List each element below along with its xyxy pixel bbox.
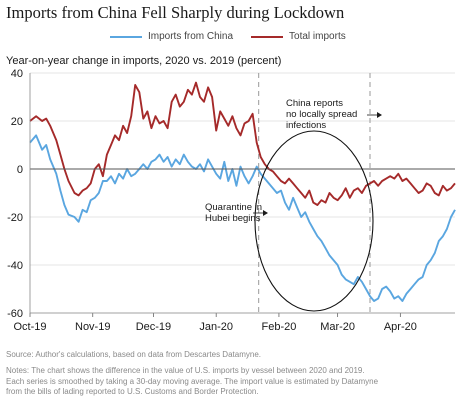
x-tick-label: Jan-20 bbox=[199, 321, 233, 333]
y-tick-label: -60 bbox=[7, 308, 23, 320]
x-tick-label: Apr-20 bbox=[384, 321, 417, 333]
legend-swatch-china bbox=[110, 35, 142, 38]
x-tick-label: Nov-19 bbox=[75, 321, 110, 333]
notes-line-3: from the bills of lading reported to U.S… bbox=[6, 387, 259, 396]
legend-item-total: Total imports bbox=[251, 31, 346, 42]
x-tick-label: Mar-20 bbox=[320, 321, 355, 333]
chart-subtitle: Year-on-year change in imports, 2020 vs.… bbox=[6, 55, 282, 67]
annotation-quarantine-line: Quarantine in bbox=[205, 202, 262, 213]
annotation-china-reports-line: no locally spread bbox=[286, 109, 357, 120]
annotation-arrowhead-2 bbox=[263, 210, 268, 216]
notes-line-1: Notes: The chart shows the difference in… bbox=[6, 366, 365, 375]
legend: Imports from China Total imports bbox=[110, 31, 346, 42]
x-tick-label: Oct-19 bbox=[13, 321, 46, 333]
series-layer bbox=[29, 81, 456, 302]
annotation-china-reports-line: China reports bbox=[286, 98, 343, 109]
legend-label-china: Imports from China bbox=[148, 31, 234, 42]
legend-label-total: Total imports bbox=[289, 31, 346, 42]
chart-title: Imports from China Fell Sharply during L… bbox=[6, 3, 345, 22]
y-tick-label: 40 bbox=[11, 68, 23, 80]
annotation-china-reports-line: infections bbox=[286, 120, 326, 131]
x-tick-label: Dec-19 bbox=[136, 321, 171, 333]
notes-line-2: Each series is smoothed by taking a 30-d… bbox=[6, 376, 379, 386]
annotation-arrowhead-1 bbox=[377, 112, 382, 118]
series-line-china bbox=[29, 134, 456, 302]
y-tick-label: -20 bbox=[7, 212, 23, 224]
legend-item-china: Imports from China bbox=[110, 31, 233, 42]
y-tick-label: 20 bbox=[11, 116, 23, 128]
grid-layer bbox=[30, 72, 455, 314]
x-tick-label: Feb-20 bbox=[261, 321, 296, 333]
source-note: Source: Author's calculations, based on … bbox=[6, 350, 261, 359]
annotation-quarantine-line: Hubei begins bbox=[205, 213, 261, 224]
legend-swatch-total bbox=[251, 35, 284, 38]
series-line-total bbox=[29, 81, 456, 206]
y-tick-label: -40 bbox=[7, 260, 23, 272]
y-tick-label: 0 bbox=[17, 164, 23, 176]
lockdown-ellipse bbox=[254, 130, 374, 312]
